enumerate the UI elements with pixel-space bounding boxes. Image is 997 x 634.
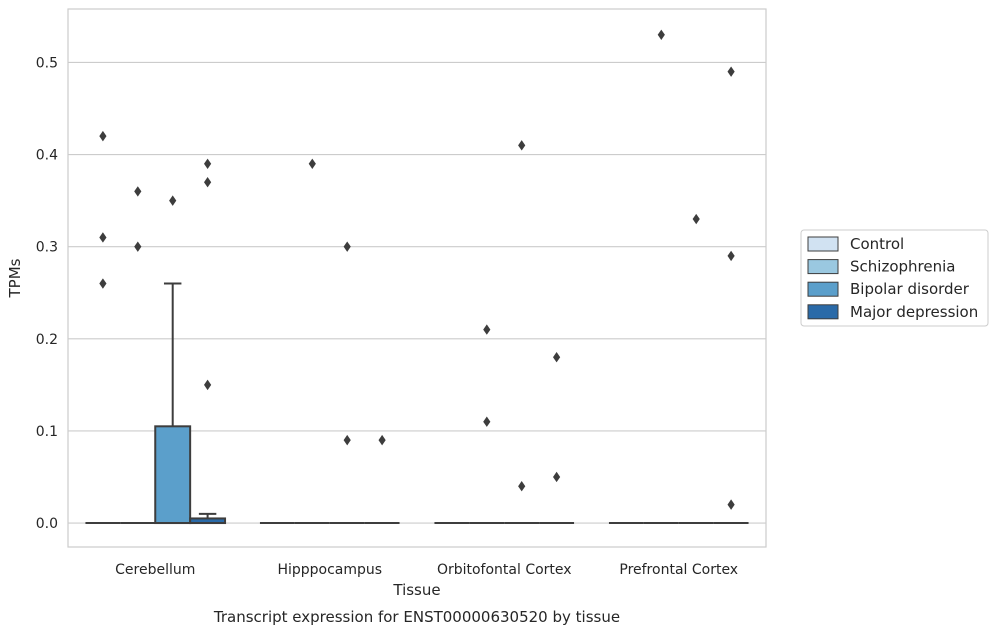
y-tick-label: 0.2 (36, 332, 58, 348)
x-tick-label: Hipppocampus (277, 562, 382, 578)
outlier-point (204, 176, 212, 188)
legend-frame (800, 229, 989, 327)
legend: Control Schizophrenia Bipolar disorder Majo… (800, 229, 989, 327)
y-axis-label: TPMs (6, 258, 24, 298)
boxes (85, 282, 749, 525)
outlier-point (483, 324, 491, 335)
outlier-point (518, 480, 526, 492)
x-tick-labels: Cerebellum Hipppocampus Orbitofontal Corte… (115, 562, 738, 578)
x-tick-label: Cerebellum (115, 562, 195, 578)
box-body (154, 425, 192, 525)
outlier-point (727, 499, 735, 510)
outlier-points (99, 29, 735, 510)
outlier-point (134, 186, 142, 197)
outlier-point (692, 213, 700, 225)
y-tick-label: 0.0 (36, 516, 58, 532)
outlier-point (343, 241, 351, 252)
legend-label: Schizophrenia (850, 258, 955, 276)
outlier-point (553, 471, 561, 483)
y-tick-label: 0.4 (36, 148, 58, 164)
outlier-point (99, 130, 107, 142)
box-major-depression (189, 512, 227, 525)
outlier-point (727, 250, 735, 262)
outlier-point (99, 232, 107, 243)
outlier-point (134, 241, 142, 252)
outlier-point (553, 352, 561, 363)
legend-label: Bipolar disorder (850, 280, 970, 298)
box-bipolar-disorder (154, 282, 192, 525)
x-tick-label: Prefrontal Cortex (619, 562, 738, 578)
legend-swatch (807, 236, 839, 252)
outlier-point (378, 434, 386, 446)
outlier-point (99, 278, 107, 289)
y-tick-label: 0.3 (36, 240, 58, 256)
outlier-point (518, 140, 526, 151)
legend-swatch (807, 259, 839, 275)
x-tick-label: Orbitofontal Cortex (437, 562, 572, 578)
y-tick-label: 0.5 (36, 55, 58, 71)
outlier-point (343, 434, 351, 446)
outlier-point (657, 29, 665, 40)
y-tick-labels: 0.0 0.1 0.2 0.3 0.4 0.5 (36, 55, 58, 532)
legend-swatch (807, 304, 839, 320)
outlier-point (204, 158, 212, 169)
outlier-point (483, 416, 491, 427)
y-tick-label: 0.1 (36, 424, 58, 440)
legend-swatch (807, 281, 839, 297)
outlier-point (204, 379, 212, 391)
outlier-point (308, 158, 316, 169)
plot-frame (67, 8, 767, 548)
x-axis-label: Tissue (392, 581, 440, 599)
legend-label: Control (850, 235, 904, 253)
chart-caption: Transcript expression for ENST0000063052… (213, 608, 620, 626)
legend-label: Major depression (850, 303, 978, 321)
outlier-point (727, 66, 735, 77)
outlier-point (169, 195, 177, 206)
